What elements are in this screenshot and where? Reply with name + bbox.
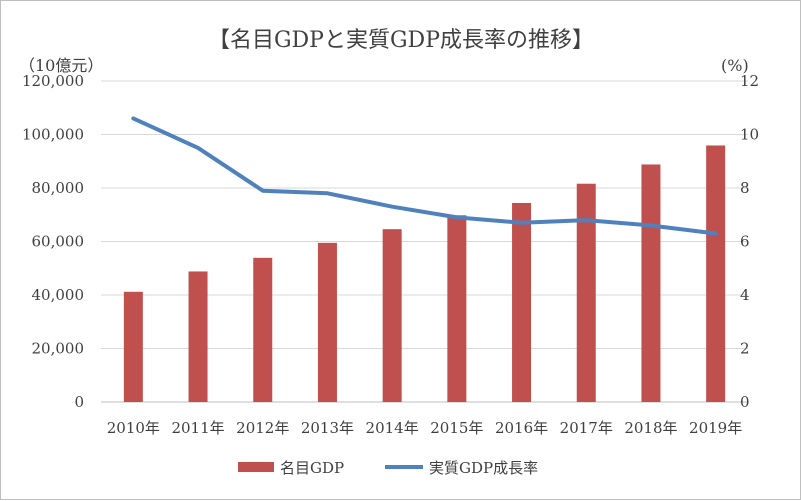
left-tick-label: 40,000 [32,286,85,304]
bar-2014年 [382,229,402,402]
bar-2018年 [641,164,661,402]
right-tick-label: 6 [740,233,750,251]
right-tick-label: 12 [740,72,759,90]
x-tick-label: 2015年 [430,419,483,437]
x-tick-label: 2018年 [624,419,677,437]
chart-title: 【名目GDPと実質GDP成長率の推移】 [208,28,594,53]
bar-2012年 [253,257,273,402]
x-tick-label: 2017年 [560,419,613,437]
growth-point-2017年 [584,218,588,222]
right-tick-label: 10 [740,126,759,144]
x-tick-label: 2016年 [495,419,548,437]
bar-2010年 [123,291,143,402]
x-tick-label: 2012年 [236,419,289,437]
legend-label-real-gdp-growth: 実質GDP成長率 [429,459,538,477]
x-tick-label: 2011年 [171,419,224,437]
left-axis-ticks: 0 20,000 40,000 60,000 80,000 100,000 120,000 [22,72,84,411]
growth-point-2016年 [520,221,524,225]
growth-point-2010年 [131,116,135,120]
legend-swatch-nominal-gdp [238,462,274,472]
x-tick-label: 2010年 [107,419,160,437]
x-tick-label: 2019年 [689,419,742,437]
right-tick-label: 2 [740,340,750,358]
growth-point-2018年 [649,223,653,227]
bar-2011年 [188,271,208,402]
x-axis-ticks: 2010年 2011年 2012年 2013年 2014年 2015年 2016年 2017年… [107,419,742,437]
growth-point-2011年 [196,146,200,150]
bar-2015年 [447,215,467,402]
growth-point-2012年 [261,189,265,193]
right-tick-label: 4 [740,286,750,304]
bar-2013年 [317,242,337,402]
bar-2017年 [576,183,596,402]
growth-line [131,116,718,236]
right-tick-label: 0 [740,393,750,411]
legend: 名目GDP 実質GDP成長率 [238,459,538,477]
growth-point-2015年 [455,215,459,219]
left-tick-label: 100,000 [22,126,84,144]
growth-point-2013年 [325,191,329,195]
bar-2016年 [512,202,532,402]
x-tick-label: 2014年 [366,419,419,437]
left-tick-label: 0 [74,393,84,411]
line-series-real-gdp-growth [131,116,718,236]
bar-series-nominal-gdp [123,145,726,402]
left-tick-label: 80,000 [32,179,85,197]
legend-label-nominal-gdp: 名目GDP [280,459,344,477]
right-tick-label: 8 [740,179,750,197]
left-tick-label: 120,000 [22,72,84,90]
left-axis-unit-label: （10億元） [19,56,103,75]
left-tick-label: 60,000 [32,233,85,251]
right-axis-unit-label: (%) [721,56,749,75]
left-tick-label: 20,000 [32,340,85,358]
bar-2019年 [706,145,726,402]
right-axis-ticks: 0 2 4 6 8 10 12 [740,72,759,411]
growth-point-2014年 [390,205,394,209]
gridlines [101,80,748,403]
x-tick-label: 2013年 [301,419,354,437]
growth-point-2019年 [714,231,718,235]
